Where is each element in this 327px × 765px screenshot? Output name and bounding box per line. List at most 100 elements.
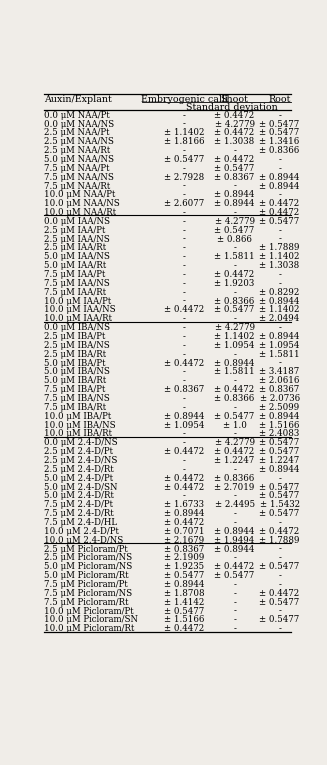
Text: ± 0.8944: ± 0.8944 [259, 465, 300, 474]
Text: -: - [233, 580, 236, 589]
Text: ± 4.2779: ± 4.2779 [215, 323, 255, 332]
Text: -: - [183, 279, 186, 288]
Text: -: - [183, 226, 186, 235]
Text: ± 0.866: ± 0.866 [217, 235, 252, 243]
Text: -: - [233, 509, 236, 518]
Text: -: - [183, 208, 186, 217]
Text: ± 1.5432: ± 1.5432 [260, 500, 300, 509]
Text: ± 1.9235: ± 1.9235 [164, 562, 204, 571]
Text: ± 0.4472: ± 0.4472 [215, 448, 255, 456]
Text: 7.5 μM Picloram/NS: 7.5 μM Picloram/NS [44, 589, 132, 597]
Text: ± 1.2247: ± 1.2247 [259, 456, 300, 465]
Text: ± 1.3416: ± 1.3416 [259, 137, 300, 146]
Text: ± 0.5477: ± 0.5477 [259, 597, 300, 607]
Text: Auxin/Explant: Auxin/Explant [44, 95, 112, 104]
Text: -: - [183, 190, 186, 200]
Text: ± 0.8944: ± 0.8944 [259, 412, 300, 421]
Text: ± 1.1402: ± 1.1402 [259, 252, 300, 262]
Text: -: - [278, 553, 281, 562]
Text: 7.5 μM IAA/Pt: 7.5 μM IAA/Pt [44, 270, 105, 279]
Text: ± 0.4472: ± 0.4472 [164, 448, 204, 456]
Text: -: - [183, 217, 186, 226]
Text: -: - [183, 376, 186, 386]
Text: ± 4.2779: ± 4.2779 [215, 119, 255, 129]
Text: ± 0.8944: ± 0.8944 [215, 199, 255, 208]
Text: ± 2.0736: ± 2.0736 [260, 394, 300, 403]
Text: -: - [233, 589, 236, 597]
Text: ± 2.1679: ± 2.1679 [164, 536, 204, 545]
Text: ± 0.5477: ± 0.5477 [215, 164, 255, 173]
Text: 2.5 μM Picloram/NS: 2.5 μM Picloram/NS [44, 553, 132, 562]
Text: ± 0.8367: ± 0.8367 [164, 385, 204, 394]
Text: -: - [233, 243, 236, 252]
Text: 10.0 μM IBA/NS: 10.0 μM IBA/NS [44, 421, 116, 430]
Text: 2.5 μM 2.4-D/NS: 2.5 μM 2.4-D/NS [44, 456, 117, 465]
Text: 5.0 μM 2.4-D/SN: 5.0 μM 2.4-D/SN [44, 483, 117, 492]
Text: ± 1.1402: ± 1.1402 [259, 305, 300, 314]
Text: ± 0.5477: ± 0.5477 [164, 155, 204, 164]
Text: -: - [233, 615, 236, 624]
Text: -: - [233, 288, 236, 297]
Text: ± 0.8367: ± 0.8367 [215, 173, 255, 181]
Text: -: - [278, 190, 281, 200]
Text: -: - [233, 597, 236, 607]
Text: 7.5 μM Picloram/Pt: 7.5 μM Picloram/Pt [44, 580, 128, 589]
Text: -: - [183, 341, 186, 350]
Text: -: - [233, 518, 236, 527]
Text: ± 2.7019: ± 2.7019 [215, 483, 255, 492]
Text: ± 0.7071: ± 0.7071 [164, 527, 204, 535]
Text: ± 0.8366: ± 0.8366 [215, 394, 255, 403]
Text: ± 0.4472: ± 0.4472 [259, 208, 300, 217]
Text: ± 1.5811: ± 1.5811 [214, 367, 255, 376]
Text: 0.0 μM NAA/NS: 0.0 μM NAA/NS [44, 119, 114, 129]
Text: Embryogenic calli: Embryogenic calli [141, 95, 228, 104]
Text: ± 0.4472: ± 0.4472 [215, 129, 255, 138]
Text: 7.5 μM 2.4-D/Pt: 7.5 μM 2.4-D/Pt [44, 500, 113, 509]
Text: ± 2.0494: ± 2.0494 [259, 314, 300, 324]
Text: 5.0 μM IBA/NS: 5.0 μM IBA/NS [44, 367, 110, 376]
Text: ± 0.5477: ± 0.5477 [164, 571, 204, 580]
Text: 0.0 μM NAA/Pt: 0.0 μM NAA/Pt [44, 111, 110, 119]
Text: 10.0 μM IAA/Pt: 10.0 μM IAA/Pt [44, 297, 111, 306]
Text: ± 3.4187: ± 3.4187 [259, 367, 300, 376]
Text: -: - [233, 607, 236, 616]
Text: ± 1.4142: ± 1.4142 [164, 597, 204, 607]
Text: Standard deviation: Standard deviation [186, 103, 278, 112]
Text: ± 2.4083: ± 2.4083 [259, 429, 300, 438]
Text: -: - [278, 518, 281, 527]
Text: ± 0.4472: ± 0.4472 [164, 474, 204, 483]
Text: ± 0.5477: ± 0.5477 [259, 448, 300, 456]
Text: ± 0.5477: ± 0.5477 [215, 226, 255, 235]
Text: 2.5 μM IBA/Rt: 2.5 μM IBA/Rt [44, 350, 106, 359]
Text: 5.0 μM 2.4-D/Pt: 5.0 μM 2.4-D/Pt [44, 474, 113, 483]
Text: ± 0.8944: ± 0.8944 [164, 412, 204, 421]
Text: -: - [183, 350, 186, 359]
Text: -: - [183, 297, 186, 306]
Text: -: - [278, 226, 281, 235]
Text: -: - [233, 350, 236, 359]
Text: -: - [278, 323, 281, 332]
Text: -: - [233, 376, 236, 386]
Text: 2.5 μM NAA/Pt: 2.5 μM NAA/Pt [44, 129, 110, 138]
Text: 7.5 μM NAA/NS: 7.5 μM NAA/NS [44, 173, 114, 181]
Text: 7.5 μM 2.4-D/Rt: 7.5 μM 2.4-D/Rt [44, 509, 114, 518]
Text: -: - [183, 332, 186, 341]
Text: ± 4.2779: ± 4.2779 [215, 438, 255, 448]
Text: -: - [183, 323, 186, 332]
Text: 5.0 μM Picloram/NS: 5.0 μM Picloram/NS [44, 562, 132, 571]
Text: -: - [278, 545, 281, 554]
Text: 7.5 μM IAA/Rt: 7.5 μM IAA/Rt [44, 288, 106, 297]
Text: -: - [183, 288, 186, 297]
Text: 2.5 μM Picloram/Pt: 2.5 μM Picloram/Pt [44, 545, 128, 554]
Text: ± 2.1909: ± 2.1909 [164, 553, 204, 562]
Text: ± 1.9203: ± 1.9203 [215, 279, 255, 288]
Text: 5.0 μM Picloram/Rt: 5.0 μM Picloram/Rt [44, 571, 129, 580]
Text: -: - [233, 181, 236, 190]
Text: ± 0.4472: ± 0.4472 [259, 199, 300, 208]
Text: Root: Root [268, 95, 291, 104]
Text: 10.0 μM IAA/NS: 10.0 μM IAA/NS [44, 305, 116, 314]
Text: ± 0.4472: ± 0.4472 [164, 624, 204, 633]
Text: ± 0.5477: ± 0.5477 [259, 562, 300, 571]
Text: 10.0 μM Picloram/Pt: 10.0 μM Picloram/Pt [44, 607, 134, 616]
Text: ± 0.8292: ± 0.8292 [259, 288, 300, 297]
